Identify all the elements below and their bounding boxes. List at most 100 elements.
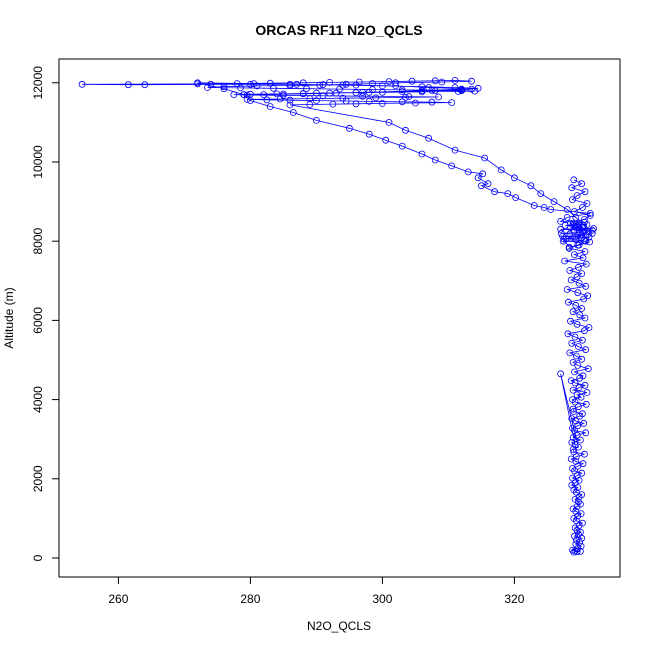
data-point [570,548,578,556]
data-point [565,298,572,306]
data-point [342,97,350,105]
data-point [266,79,274,87]
data-point [141,81,149,89]
data-point [78,80,86,88]
plot-frame [58,58,621,578]
data-point [326,79,334,86]
data-point [454,88,462,95]
data-point [567,317,574,325]
data-point [266,103,274,110]
data-point [352,89,360,97]
data-point [451,77,459,84]
data-point [578,305,586,312]
data-point [329,100,337,108]
data-point [573,391,581,399]
data-point [431,87,439,95]
data-point [581,218,588,226]
x-tick-label: 320 [504,592,524,606]
data-point [286,96,294,104]
data-point [579,254,587,262]
data-point [253,82,261,90]
data-point [568,339,576,347]
data-point [565,243,573,251]
data-point [428,86,436,94]
data-point [569,505,577,513]
data-point [491,188,499,196]
data-point [574,362,582,369]
y-tick-label: 10000 [31,145,45,179]
y-tick-label: 12000 [31,66,45,100]
data-point [576,311,584,319]
data-point [571,532,578,540]
data-point [578,231,586,239]
data-point [382,136,390,144]
data-point [312,117,320,124]
data-point [355,78,363,86]
data-point [579,372,587,380]
data-point [359,92,367,100]
x-tick-label: 300 [372,592,392,606]
data-point [584,227,592,235]
data-point [575,530,582,538]
data-point [563,206,571,213]
data-point [316,81,324,89]
data-point [581,188,589,196]
data-point [365,98,373,105]
data-point [571,333,579,341]
x-axis-label: N2O_QCLS [307,619,371,633]
y-tick-label: 8000 [31,228,45,255]
data-point [575,476,583,484]
data-point [570,515,578,522]
data-point [431,77,439,85]
data-point [576,538,584,546]
data-point [428,98,436,106]
chart-title: ORCAS RF11 N2O_QCLS [255,22,422,38]
data-point [572,540,580,548]
data-point [352,100,360,108]
data-point [568,415,576,423]
data-point [369,86,376,93]
data-point [484,180,492,188]
data-point [372,94,380,102]
data-point [578,270,586,278]
data-point [572,417,580,425]
data-point [557,225,564,233]
data-point [402,94,409,101]
data-point [588,226,596,234]
data-point [581,327,588,335]
data-point [579,519,586,527]
y-tick-label: 0 [31,554,45,561]
data-point [575,384,583,392]
data-point [286,82,294,89]
data-point [471,87,479,95]
data-point [293,80,301,88]
data-point [497,166,505,174]
data-point [458,87,466,95]
data-point [312,89,320,97]
data-point [579,204,586,211]
data-point [418,88,426,96]
data-point [582,260,590,268]
x-tick-label: 260 [108,592,128,606]
y-tick-label: 4000 [31,386,45,413]
data-point [566,267,574,274]
data-point [581,215,588,223]
data-point [569,434,577,442]
data-point [411,99,419,107]
data-point [578,180,586,188]
data-point [276,95,284,103]
data-point [479,170,487,178]
data-point [464,168,472,176]
data-point [474,174,482,182]
data-point [270,84,277,92]
data-point [582,429,590,437]
y-axis: 0 2000 4000 6000 8000 10000 12000 [31,66,60,561]
data-point [435,93,442,101]
data-point [230,91,238,98]
data-point [564,330,572,338]
data-point [243,96,251,103]
data-point [573,273,581,281]
data-point [583,389,591,396]
data-point [378,88,386,96]
